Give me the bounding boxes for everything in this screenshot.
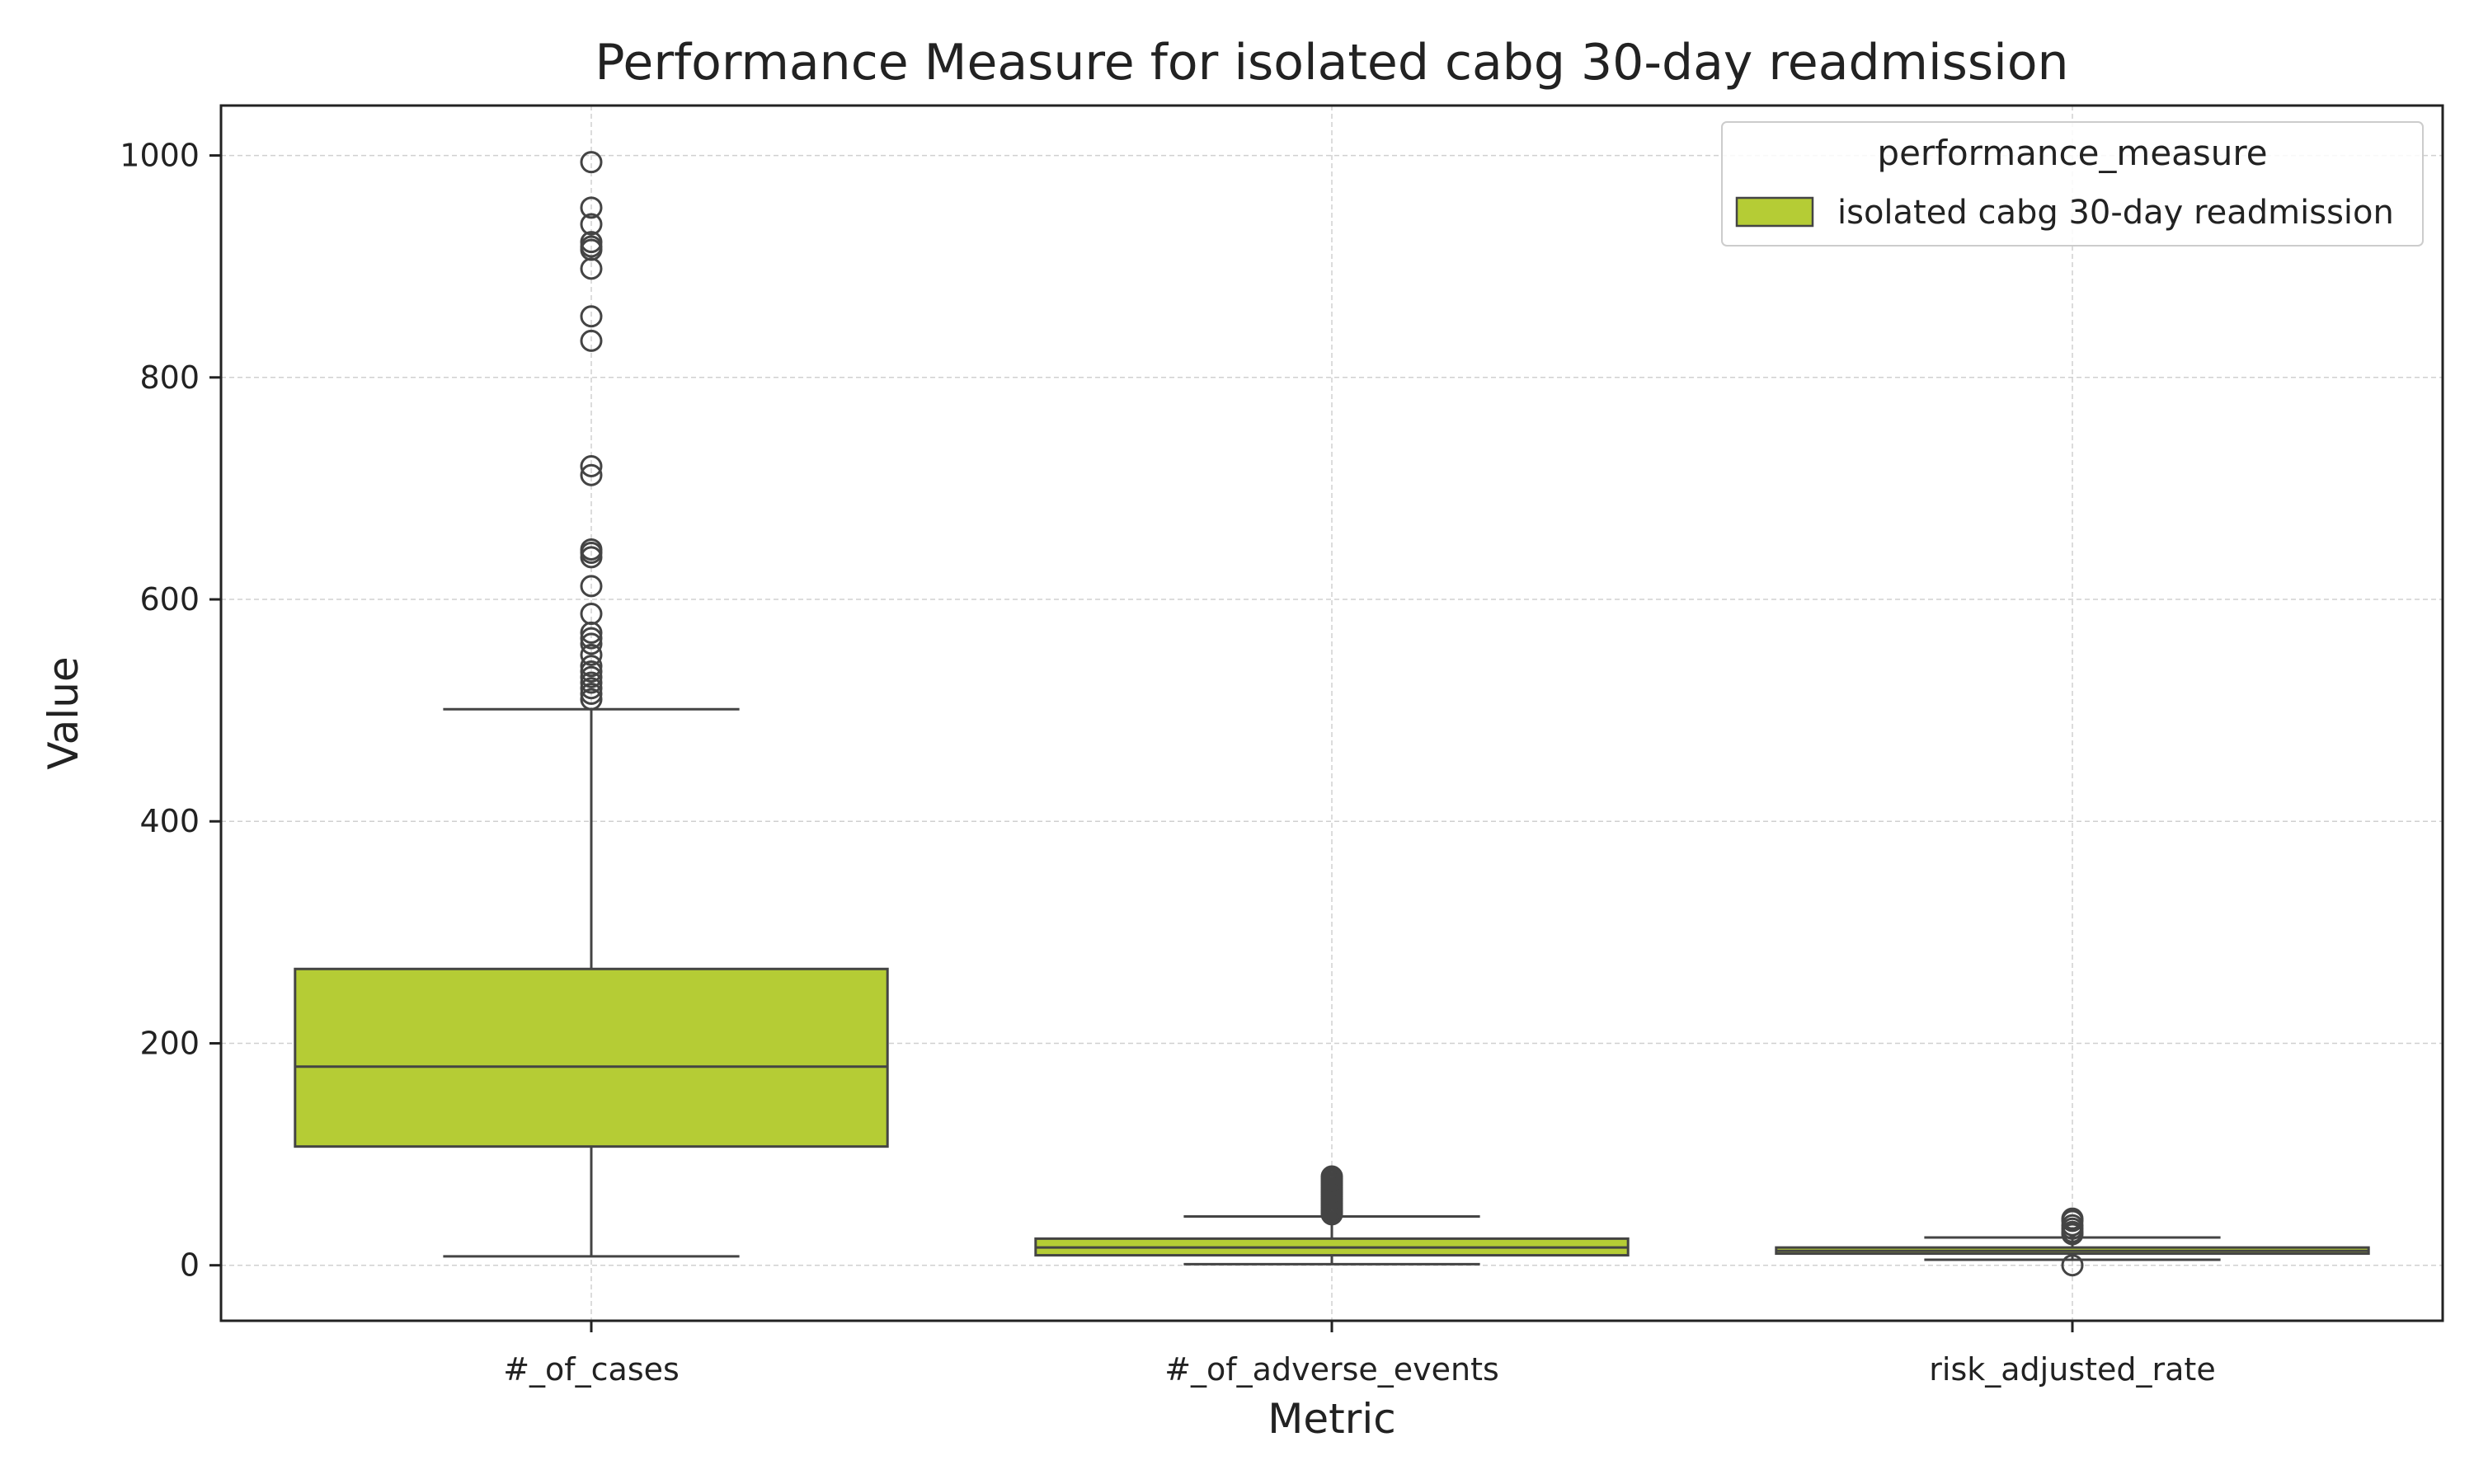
y-tick-label: 800 (139, 359, 200, 396)
outlier-point (580, 538, 603, 561)
y-axis-title: Value (40, 656, 87, 769)
box-group (1034, 1165, 1630, 1266)
box-group (1775, 1207, 2370, 1277)
y-tick-label: 200 (139, 1025, 200, 1061)
outlier-point (580, 627, 603, 650)
outlier-point (580, 643, 603, 666)
x-tick-label: #_of_adverse_events (1164, 1351, 1499, 1388)
chart-title: Performance Measure for isolated cabg 30… (595, 34, 2068, 92)
outlier-point (1320, 1165, 1343, 1188)
outlier-point (580, 231, 603, 254)
outlier-point (580, 329, 603, 352)
y-tick-label: 1000 (120, 138, 200, 174)
outlier-point (580, 665, 603, 688)
outlier-point (580, 603, 603, 626)
outlier-point (580, 632, 603, 655)
outlier-point (580, 682, 603, 705)
legend-swatch (1735, 196, 1814, 228)
box-layer (294, 151, 2370, 1277)
outlier-point (2061, 1207, 2084, 1230)
x-tick-label: risk_adjusted_rate (1929, 1351, 2215, 1388)
y-tick-label: 0 (180, 1247, 200, 1284)
legend-title: performance_measure (1877, 133, 2267, 173)
outlier-point (580, 655, 603, 678)
outlier-point (580, 660, 603, 683)
box-group (294, 151, 889, 1258)
outlier-point (580, 151, 603, 174)
outlier-point (580, 454, 603, 477)
outlier-point (580, 463, 603, 486)
outlier-point (580, 677, 603, 700)
y-tick-label: 600 (139, 581, 200, 618)
outlier-point (580, 671, 603, 694)
outlier-point (580, 688, 603, 711)
y-tick-label: 400 (139, 803, 200, 839)
outlier-point (580, 196, 603, 219)
legend: performance_measure isolated cabg 30-day… (1721, 121, 2424, 247)
outlier-point (580, 213, 603, 236)
outlier-point (580, 257, 603, 280)
tick-layer: 0 200 400 600 800 1000 #_of_cases #_of_adverse_… (120, 138, 2215, 1388)
x-tick-label: #_of_cases (503, 1351, 680, 1388)
legend-label: isolated cabg 30-day readmission (1837, 194, 2394, 232)
iqr-box (294, 967, 889, 1148)
legend-frame (1721, 121, 2424, 247)
outlier-point (580, 305, 603, 328)
outlier-point (2061, 1254, 2084, 1277)
outlier-point (580, 575, 603, 598)
x-axis-title: Metric (1268, 1395, 1395, 1443)
